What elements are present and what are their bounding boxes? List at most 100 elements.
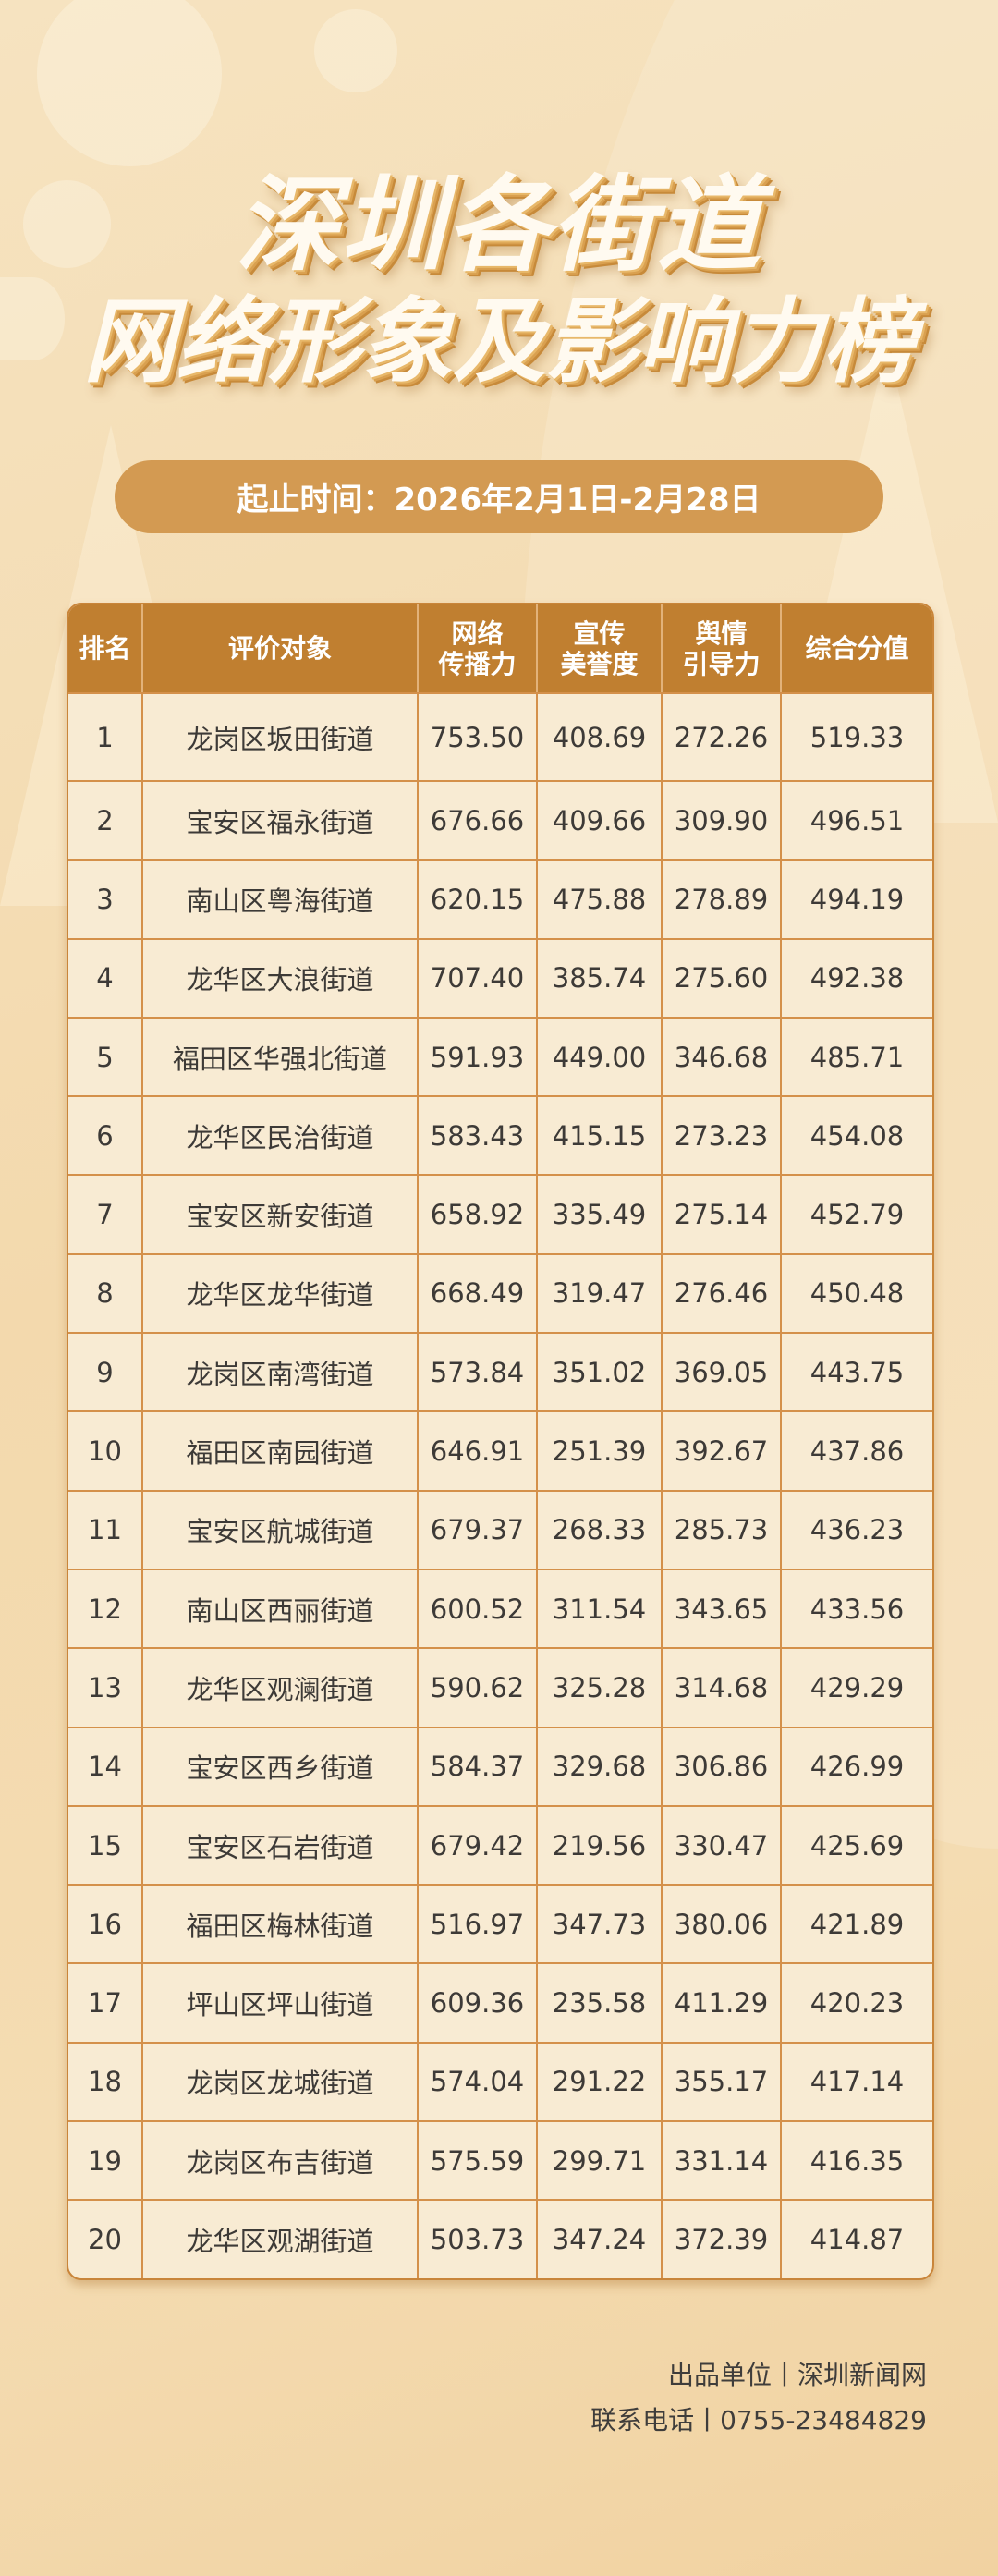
- cell-total-score: 414.87: [780, 2201, 932, 2278]
- cell-target: 宝安区航城街道: [141, 1491, 417, 1569]
- table-row: 8 龙华区龙华街道 668.49 319.47 276.46 450.48: [68, 1252, 932, 1333]
- cell-rank: 18: [88, 2066, 122, 2098]
- table-row: 17 坪山区坪山街道 609.36 235.58 411.29 420.23: [68, 1962, 932, 2042]
- cell-rank: 10: [88, 1435, 122, 1468]
- cell-network-spread: 609.36: [417, 1964, 536, 2042]
- header-total-score: 综合分值: [780, 604, 932, 692]
- cell-opinion-guidance: 346.68: [661, 1018, 780, 1096]
- header-rank: 排名: [79, 633, 131, 664]
- cell-total-score: 429.29: [780, 1649, 932, 1727]
- cell-target: 福田区梅林街道: [141, 1886, 417, 1963]
- cell-target: 宝安区新安街道: [141, 1176, 417, 1253]
- cell-target: 龙岗区坂田街道: [141, 694, 417, 780]
- cell-target: 宝安区石岩街道: [141, 1806, 417, 1885]
- cell-rank: 16: [88, 1908, 122, 1940]
- cell-rank: 17: [88, 1987, 122, 2020]
- cell-publicity-reputation: 329.68: [536, 1728, 661, 1805]
- cell-network-spread: 707.40: [417, 939, 536, 1017]
- cell-total-score: 494.19: [780, 861, 932, 938]
- table-row: 7 宝安区新安街道 658.92 335.49 275.14 452.79: [68, 1174, 932, 1253]
- header-publicity-reputation: 宣传 美誉度: [536, 604, 661, 692]
- cell-target: 福田区南园街道: [141, 1412, 417, 1490]
- cell-publicity-reputation: 311.54: [536, 1569, 661, 1648]
- ranking-table: 排名 评价对象 网络 传播力 宣传 美誉度 舆情 引导力 综合分值 1 龙岗区坂田…: [67, 603, 934, 2280]
- table-row: 10 福田区南园街道 646.91 251.39 392.67 437.86: [68, 1410, 932, 1490]
- cell-total-score: 416.35: [780, 2122, 932, 2200]
- cell-target: 南山区西丽街道: [141, 1569, 417, 1648]
- cell-rank: 13: [88, 1671, 122, 1703]
- cell-network-spread: 620.15: [417, 861, 536, 938]
- cell-opinion-guidance: 331.14: [661, 2122, 780, 2200]
- cell-total-score: 496.51: [780, 782, 932, 860]
- cell-total-score: 436.23: [780, 1491, 932, 1569]
- cell-rank: 8: [96, 1277, 114, 1310]
- cell-rank: 12: [88, 1593, 122, 1625]
- table-row: 14 宝安区西乡街道 584.37 329.68 306.86 426.99: [68, 1726, 932, 1805]
- cell-publicity-reputation: 219.56: [536, 1806, 661, 1885]
- cell-network-spread: 658.92: [417, 1176, 536, 1253]
- cell-network-spread: 679.37: [417, 1491, 536, 1569]
- cell-target: 龙岗区布吉街道: [141, 2122, 417, 2200]
- cell-rank: 11: [88, 1514, 122, 1546]
- producer-credit: 出品单位丨深圳新闻网: [667, 2360, 927, 2390]
- cell-network-spread: 679.42: [417, 1806, 536, 1885]
- cell-total-score: 433.56: [780, 1569, 932, 1648]
- cell-opinion-guidance: 372.39: [661, 2201, 780, 2278]
- table-row: 5 福田区华强北街道 591.93 449.00 346.68 485.71: [68, 1016, 932, 1096]
- wifi-icon-decoration: [37, 0, 222, 166]
- share-icon-decoration: [0, 277, 65, 360]
- cell-network-spread: 600.52: [417, 1569, 536, 1648]
- cell-rank: 9: [96, 1356, 114, 1388]
- table-row: 9 龙岗区南湾街道 573.84 351.02 369.05 443.75: [68, 1332, 932, 1411]
- cell-opinion-guidance: 306.86: [661, 1728, 780, 1805]
- table-row: 16 福田区梅林街道 516.97 347.73 380.06 421.89: [68, 1884, 932, 1963]
- cell-target: 龙华区民治街道: [141, 1097, 417, 1175]
- table-row: 2 宝安区福永街道 676.66 409.66 309.90 496.51: [68, 780, 932, 860]
- table-row: 3 南山区粤海街道 620.15 475.88 278.89 494.19: [68, 859, 932, 938]
- cell-opinion-guidance: 275.14: [661, 1176, 780, 1253]
- cell-network-spread: 646.91: [417, 1412, 536, 1490]
- cell-target: 宝安区西乡街道: [141, 1728, 417, 1805]
- page-title-line1: 深圳各街道: [236, 165, 762, 286]
- cell-network-spread: 676.66: [417, 782, 536, 860]
- cell-total-score: 421.89: [780, 1886, 932, 1963]
- cell-network-spread: 753.50: [417, 694, 536, 780]
- cell-publicity-reputation: 268.33: [536, 1491, 661, 1569]
- cell-publicity-reputation: 319.47: [536, 1254, 661, 1333]
- table-row: 11 宝安区航城街道 679.37 268.33 285.73 436.23: [68, 1489, 932, 1569]
- cell-rank: 19: [88, 2144, 122, 2177]
- cell-target: 南山区粤海街道: [141, 861, 417, 938]
- cell-network-spread: 591.93: [417, 1018, 536, 1096]
- cell-opinion-guidance: 343.65: [661, 1569, 780, 1648]
- cell-network-spread: 573.84: [417, 1334, 536, 1411]
- cell-rank: 4: [96, 962, 114, 995]
- cell-publicity-reputation: 347.24: [536, 2201, 661, 2278]
- period-badge: 起止时间：2026年2月1日-2月28日: [115, 460, 883, 533]
- table-row: 19 龙岗区布吉街道 575.59 299.71 331.14 416.35: [68, 2120, 932, 2200]
- cell-publicity-reputation: 449.00: [536, 1018, 661, 1096]
- cell-rank: 3: [96, 883, 114, 915]
- cell-target: 龙岗区南湾街道: [141, 1334, 417, 1411]
- cell-network-spread: 583.43: [417, 1097, 536, 1175]
- cell-network-spread: 574.04: [417, 2043, 536, 2121]
- cell-publicity-reputation: 475.88: [536, 861, 661, 938]
- cell-opinion-guidance: 275.60: [661, 939, 780, 1017]
- cell-target: 龙岗区龙城街道: [141, 2043, 417, 2121]
- table-header-row: 排名 评价对象 网络 传播力 宣传 美誉度 舆情 引导力 综合分值: [68, 604, 932, 692]
- cell-target: 宝安区福永街道: [141, 782, 417, 860]
- cell-total-score: 452.79: [780, 1176, 932, 1253]
- cell-total-score: 492.38: [780, 939, 932, 1017]
- header-target: 评价对象: [141, 604, 417, 692]
- cell-total-score: 485.71: [780, 1018, 932, 1096]
- cell-publicity-reputation: 235.58: [536, 1964, 661, 2042]
- cell-total-score: 426.99: [780, 1728, 932, 1805]
- cell-publicity-reputation: 351.02: [536, 1334, 661, 1411]
- table-row: 13 龙华区观澜街道 590.62 325.28 314.68 429.29: [68, 1647, 932, 1727]
- table-row: 18 龙岗区龙城街道 574.04 291.22 355.17 417.14: [68, 2041, 932, 2121]
- cell-opinion-guidance: 285.73: [661, 1491, 780, 1569]
- table-row: 1 龙岗区坂田街道 753.50 408.69 272.26 519.33: [68, 692, 932, 780]
- table-row: 6 龙华区民治街道 583.43 415.15 273.23 454.08: [68, 1095, 932, 1175]
- cell-target: 龙华区龙华街道: [141, 1254, 417, 1333]
- cell-target: 坪山区坪山街道: [141, 1964, 417, 2042]
- cell-rank: 15: [88, 1829, 122, 1862]
